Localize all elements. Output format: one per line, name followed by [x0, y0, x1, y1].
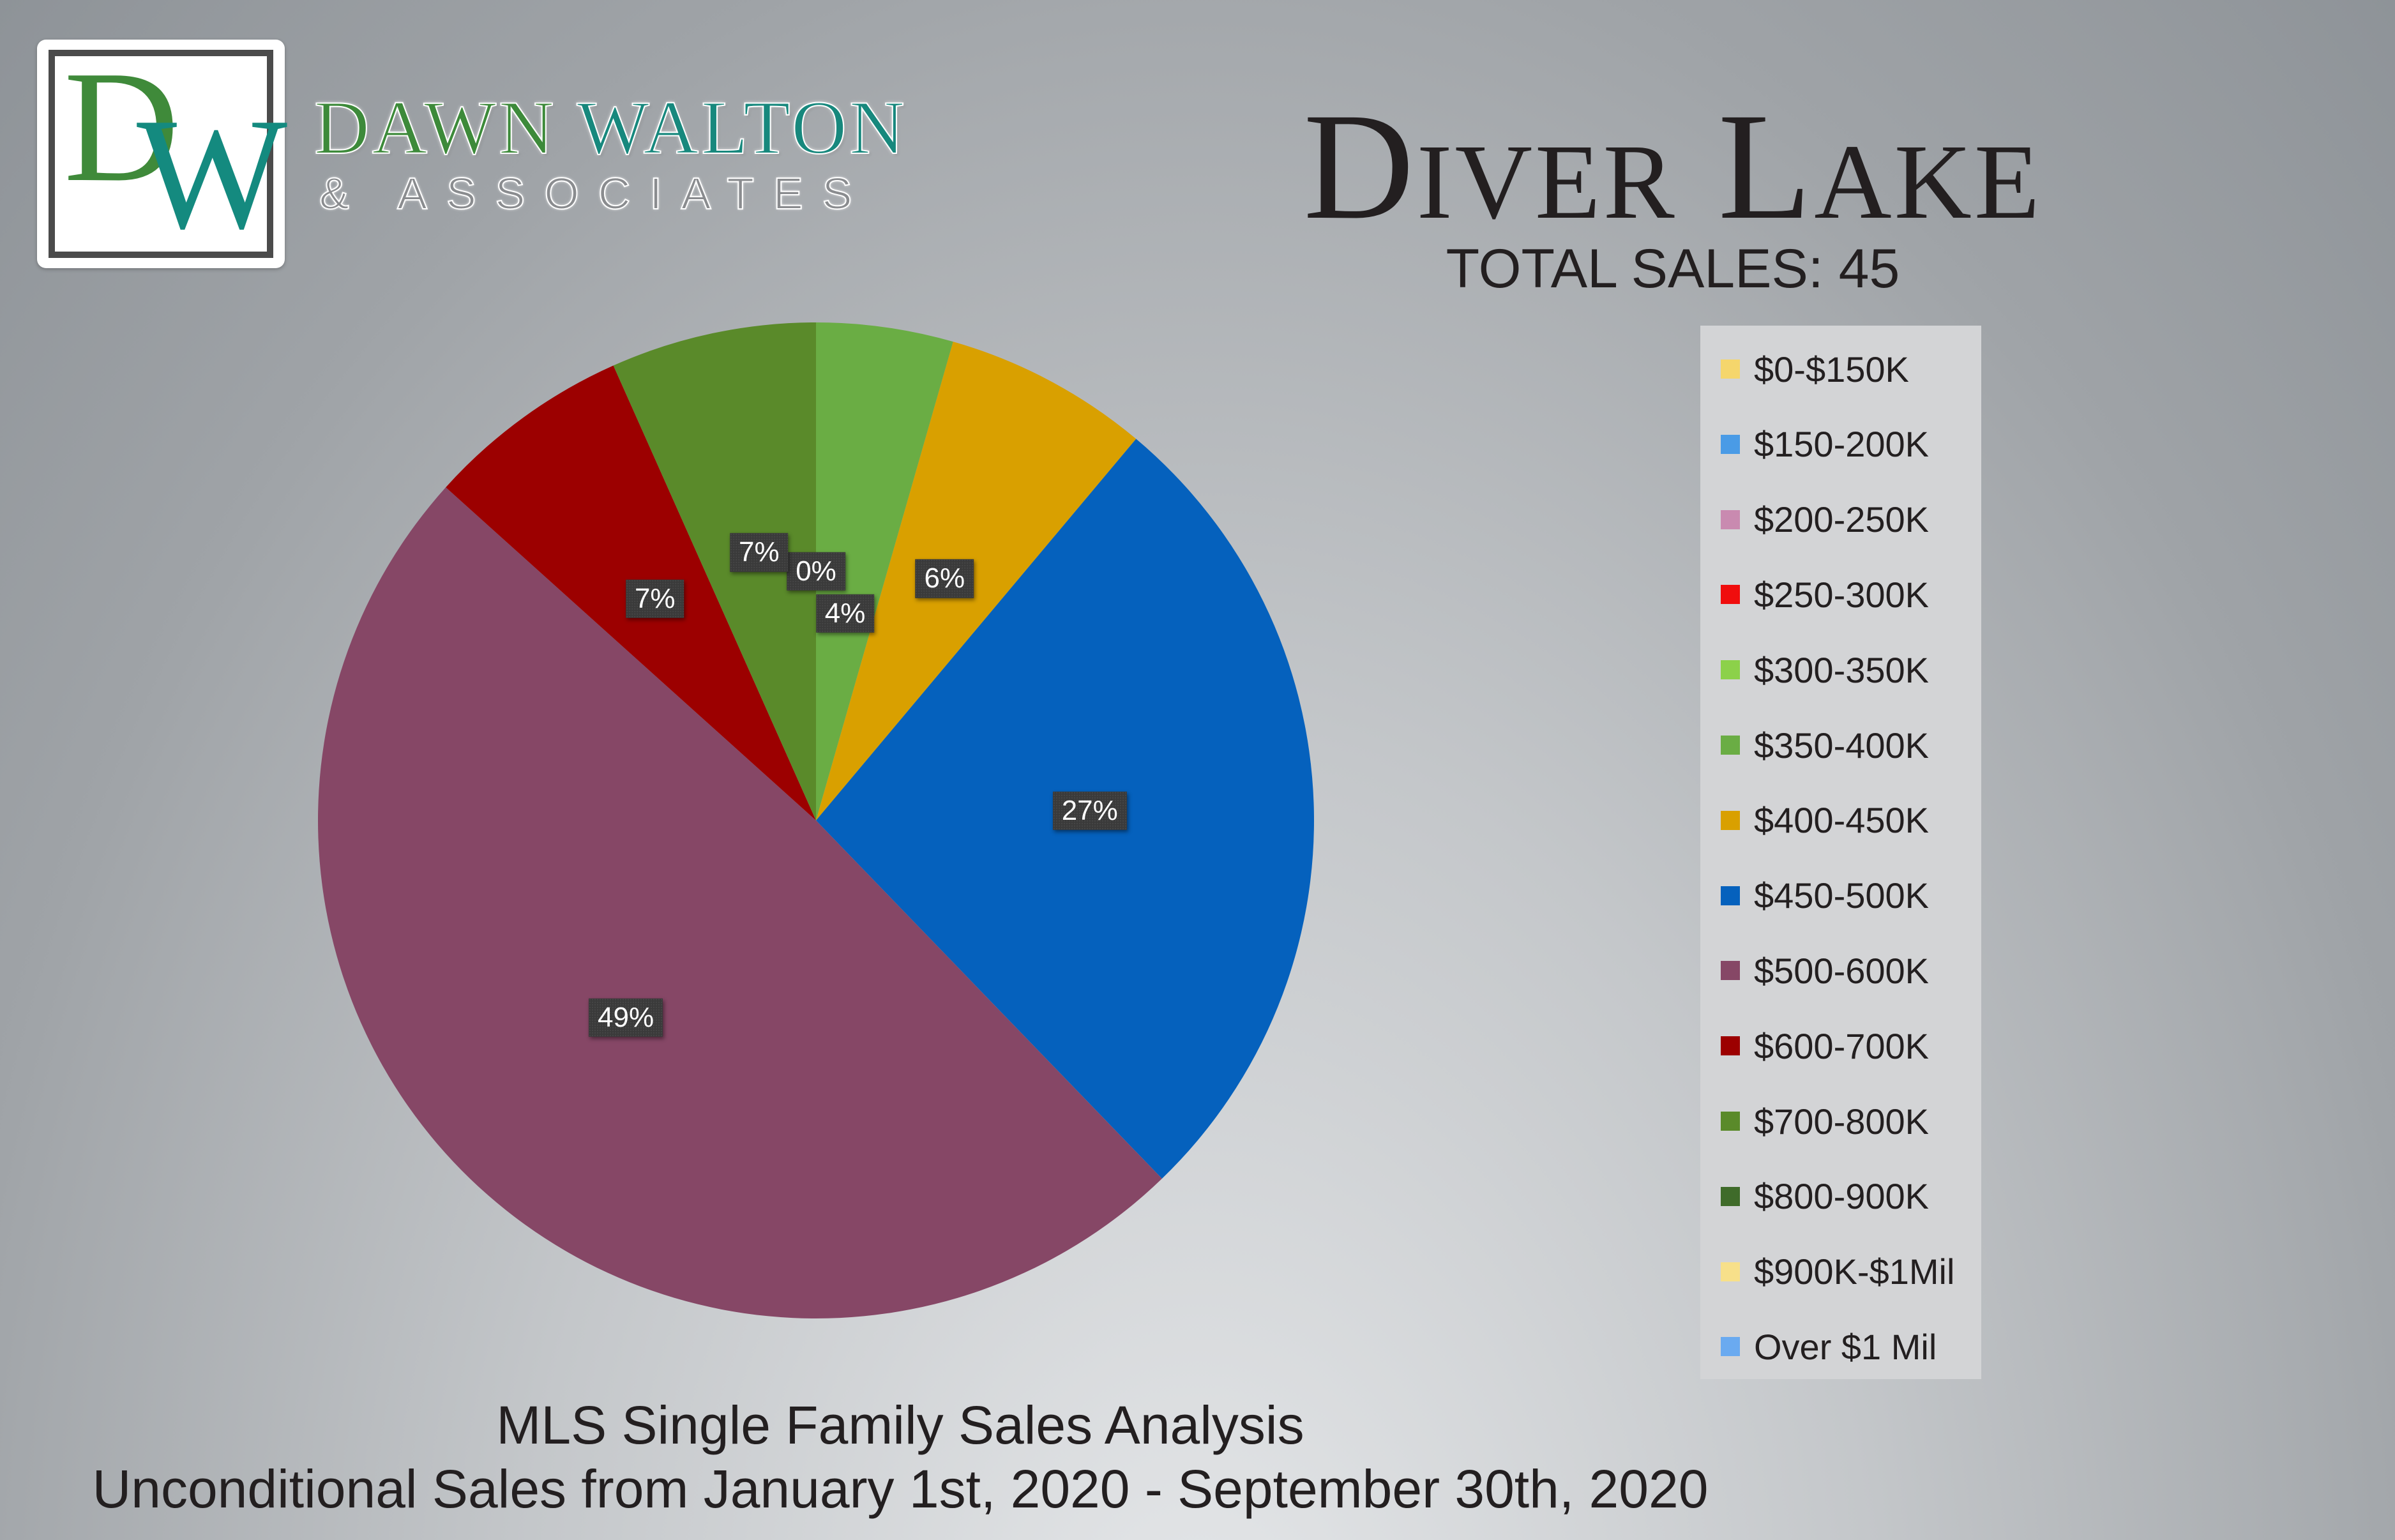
- brand-subline: & ASSOCIATES: [319, 169, 872, 218]
- legend-label: $450-500K: [1754, 875, 1930, 916]
- legend-item-500-600k: $500-600K: [1721, 945, 1929, 996]
- legend-item-250-300k: $250-300K: [1721, 569, 1929, 620]
- chart-legend: $0-$150K $150-200K $200-250K $250-300K $300-…: [1700, 326, 1981, 1379]
- legend-swatch: [1721, 810, 1740, 830]
- pie-label-700-800k: 7%: [729, 533, 789, 572]
- logo-frame: D W: [49, 38, 287, 258]
- legend-label: $600-700K: [1754, 1025, 1930, 1066]
- legend-label: $700-800K: [1754, 1101, 1930, 1142]
- pie-label-450-500k: 27%: [1052, 791, 1127, 831]
- legend-label: $400-450K: [1754, 800, 1930, 841]
- legend-label: $0-$150K: [1754, 349, 1909, 389]
- legend-label: $800-900K: [1754, 1176, 1930, 1217]
- footer-date-range: Unconditional Sales from January 1st, 20…: [92, 1459, 1709, 1519]
- pie-label-0-150k: 0%: [787, 552, 845, 591]
- legend-swatch: [1721, 660, 1740, 680]
- legend-item-400-450k: $400-450K: [1721, 795, 1929, 846]
- legend-label: $200-250K: [1754, 499, 1930, 540]
- legend-item-600-700k: $600-700K: [1721, 1020, 1929, 1071]
- legend-item-900k-1mil: $900K-$1Mil: [1721, 1246, 1954, 1297]
- legend-swatch: [1721, 1036, 1740, 1056]
- pie-slice-500-600k: [317, 487, 1162, 1319]
- pie-label-350-400k: 4%: [815, 594, 875, 633]
- pie-label-500-600k: 49%: [589, 998, 663, 1037]
- legend-swatch: [1721, 1112, 1740, 1131]
- legend-swatch: [1721, 736, 1740, 755]
- legend-swatch: [1721, 1186, 1740, 1206]
- logo: D W: [37, 38, 287, 268]
- legend-item-150-200k: $150-200K: [1721, 419, 1929, 470]
- legend-label: $250-300K: [1754, 574, 1930, 615]
- legend-swatch: [1721, 434, 1740, 454]
- logo-letter-w: W: [137, 86, 287, 262]
- total-sales: TOTAL SALES: 45: [1446, 238, 1900, 299]
- legend-swatch: [1721, 1337, 1740, 1357]
- legend-label: $350-400K: [1754, 725, 1930, 766]
- legend-item-200-250k: $200-250K: [1721, 494, 1929, 545]
- legend-label: $900K-$1Mil: [1754, 1251, 1955, 1292]
- legend-item-450-500k: $450-500K: [1721, 870, 1929, 921]
- legend-item-800-900k: $800-900K: [1721, 1171, 1929, 1222]
- legend-label: $150-200K: [1754, 424, 1930, 465]
- legend-swatch: [1721, 359, 1740, 379]
- brand-name: DAWN WALTON: [314, 89, 907, 167]
- pie-slice-700-800k: [613, 322, 816, 820]
- pie-label-600-700k: 7%: [625, 579, 684, 619]
- legend-item-300-350k: $300-350K: [1721, 644, 1929, 695]
- legend-item-over-1-mil: Over $1 Mil: [1721, 1321, 1937, 1372]
- legend-label: $300-350K: [1754, 649, 1930, 690]
- brand-name-first: DAWN: [314, 85, 557, 170]
- legend-label: Over $1 Mil: [1754, 1326, 1937, 1367]
- page-title: Diver Lake: [1303, 81, 2043, 251]
- legend-swatch: [1721, 1262, 1740, 1281]
- footer-title: MLS Single Family Sales Analysis: [496, 1395, 1304, 1455]
- pie-slice-400-450k: [816, 342, 1137, 820]
- brand-name-last: WALTON: [576, 85, 907, 170]
- legend-label: $500-600K: [1754, 950, 1930, 991]
- pie-slice-350-400k: [816, 322, 953, 820]
- logo-letter-d: D: [64, 38, 179, 215]
- legend-item-350-400k: $350-400K: [1721, 720, 1929, 771]
- legend-swatch: [1721, 510, 1740, 529]
- legend-item-700-800k: $700-800K: [1721, 1096, 1929, 1147]
- legend-swatch: [1721, 585, 1740, 605]
- pie-label-400-450k: 6%: [915, 559, 974, 598]
- legend-item-0-150k: $0-$150K: [1721, 343, 1909, 395]
- legend-swatch: [1721, 886, 1740, 905]
- legend-swatch: [1721, 961, 1740, 981]
